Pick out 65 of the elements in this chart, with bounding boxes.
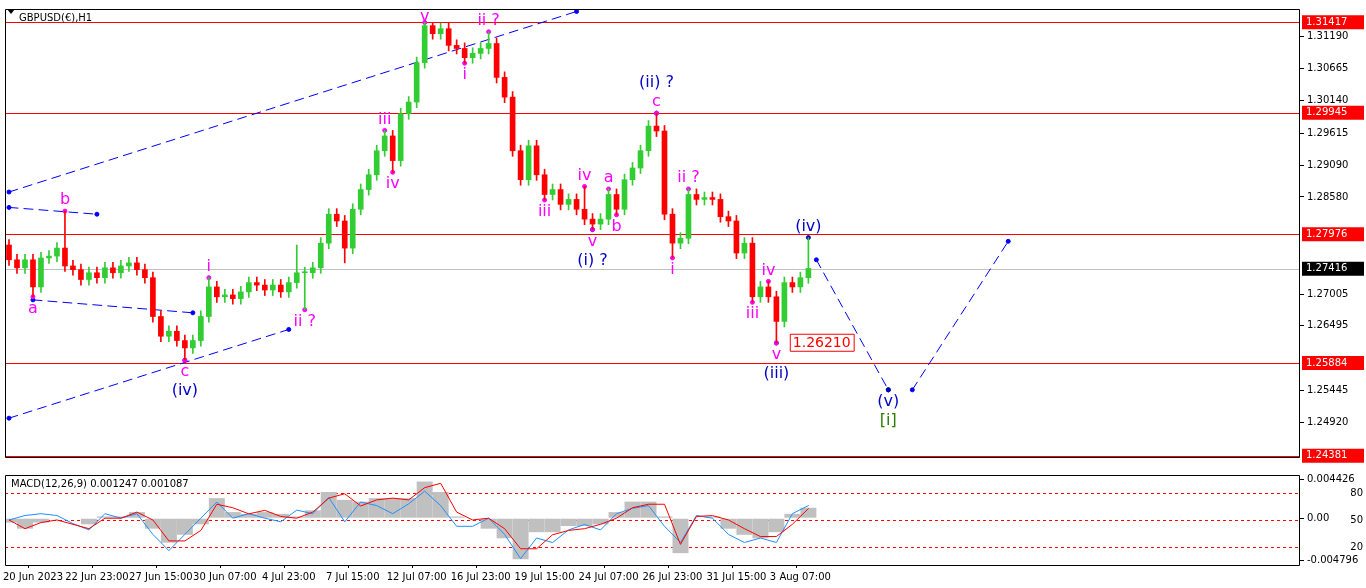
data-label: iv (761, 259, 776, 279)
data-label: c (652, 91, 661, 111)
data-label: (iii) (763, 363, 790, 383)
annotation: 1.26210 (792, 334, 851, 351)
data-label: v (419, 6, 430, 26)
data-label: c (180, 361, 190, 381)
data-label: [i] (879, 409, 897, 429)
x-tick-label: 27 Jun 15:00 (129, 570, 193, 582)
x-tick-label: 7 Jul 15:00 (325, 570, 380, 582)
data-label: i (670, 259, 675, 279)
y-tick-label: 1.25445 (1307, 383, 1349, 395)
data-label: (i) ? (577, 249, 608, 269)
ref-line-label: 1.27976 (1306, 227, 1348, 239)
x-tick-label: 31 Jul 15:00 (706, 570, 767, 582)
x-tick-label: 12 Jul 07:00 (386, 570, 447, 582)
y-tick-label: 0.004426 (1307, 473, 1355, 485)
y-tick-label: -0.004796 (1307, 553, 1359, 565)
data-label: b (59, 189, 71, 209)
y2-tick-label: 50 (1350, 513, 1363, 525)
data-label: v (587, 230, 598, 250)
data-label: (ii) ? (639, 72, 674, 92)
y2-tick-label: 80 (1350, 486, 1363, 498)
data-label: v (771, 344, 782, 364)
data-label: iii (378, 108, 392, 128)
y2-tick-label: 20 (1350, 540, 1363, 552)
x-tick-label: 30 Jun 07:00 (193, 570, 257, 582)
y-tick-label: 0.00 (1307, 511, 1330, 523)
data-label: i (206, 255, 212, 275)
data-label: (v) (877, 390, 900, 410)
y-tick-label: 1.27005 (1307, 287, 1349, 299)
chart-title: MACD(12,26,9) 0.001247 0.001087 (11, 477, 189, 489)
y-tick-label: 1.30665 (1307, 62, 1349, 74)
data-label: ii ? (293, 310, 316, 330)
data-label: b (611, 215, 622, 235)
x-tick-label: 4 Jul 23:00 (261, 570, 316, 582)
data-label: iv (577, 164, 592, 184)
data-label: ii ? (677, 167, 700, 187)
x-tick-label: 26 Jul 23:00 (642, 570, 703, 582)
y-tick-label: 1.26495 (1307, 319, 1349, 331)
y-tick-label: 1.24920 (1307, 416, 1349, 428)
ref-line-label: 1.25884 (1306, 356, 1348, 368)
y-tick-label: 1.28580 (1307, 190, 1349, 202)
data-label: (iv) (171, 380, 199, 400)
data-label: iv (385, 173, 400, 193)
x-tick-label: 19 Jul 15:00 (514, 570, 575, 582)
data-label: a (28, 297, 38, 317)
y-tick-label: 1.29615 (1307, 126, 1349, 138)
ref-line-label: 1.27416 (1306, 262, 1348, 274)
x-tick-label: 24 Jul 07:00 (578, 570, 639, 582)
ref-line-label: 1.29945 (1306, 106, 1348, 118)
x-tick-label: 20 Jun 2023 (2, 570, 64, 582)
data-label: (iv) (795, 215, 822, 235)
chart-title: GBPUSD(€),H1 (19, 11, 93, 23)
y-tick-label: 1.29090 (1307, 159, 1349, 171)
ref-line-label: 1.31417 (1306, 15, 1348, 27)
y-tick-label: 1.30140 (1307, 94, 1349, 106)
data-label: a (603, 167, 614, 187)
data-label: iii (537, 201, 552, 221)
x-tick-label: 16 Jul 23:00 (450, 570, 511, 582)
data-label: iii (745, 303, 760, 323)
y-tick-label: 1.31190 (1307, 29, 1349, 41)
ref-line-label: 1.24381 (1306, 449, 1348, 461)
x-tick-label: 3 Aug 07:00 (769, 570, 831, 582)
data-label: i (462, 64, 467, 84)
x-tick-label: 22 Jun 23:00 (65, 570, 129, 582)
